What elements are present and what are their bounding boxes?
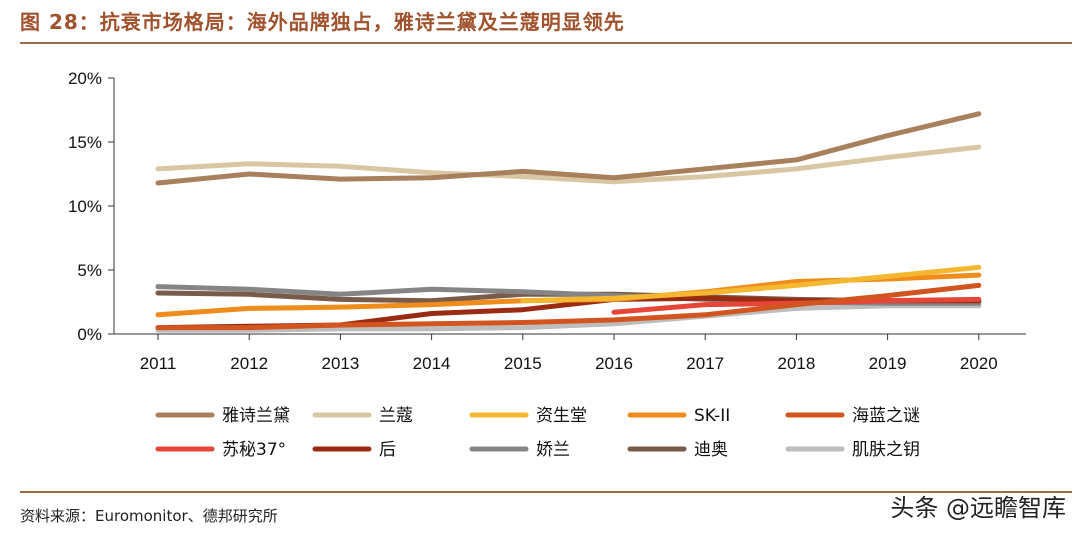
figure-title: 图 28：抗衰市场格局：海外品牌独占，雅诗兰黛及兰蔻明显领先 <box>20 10 625 34</box>
watermark: 头条 @远瞻智库 <box>890 494 1066 522</box>
legend-label: 后 <box>379 440 396 460</box>
series-line-10 <box>155 303 982 333</box>
legend-label: 海蓝之谜 <box>852 406 920 426</box>
x-tick-label: 2011 <box>140 354 177 373</box>
legend-label: 雅诗兰黛 <box>222 406 290 426</box>
x-tick-label: 2013 <box>321 354 359 373</box>
series-line-2 <box>155 144 982 185</box>
x-tick-label: 2019 <box>869 354 907 373</box>
x-tick-label: 2020 <box>960 354 998 373</box>
y-tick-label: 20% <box>68 69 102 88</box>
x-tick-label: 2014 <box>413 354 451 373</box>
series-line-1 <box>155 111 982 186</box>
legend-label: 兰蔻 <box>379 406 413 426</box>
y-tick-label: 15% <box>68 133 102 152</box>
x-tick-label: 2016 <box>595 354 633 373</box>
x-tick-label: 2015 <box>504 354 542 373</box>
series-line-3 <box>520 264 982 304</box>
legend-label: 肌肤之钥 <box>852 440 920 460</box>
legend-label: 娇兰 <box>536 440 570 460</box>
legend-label: SK-II <box>694 406 730 426</box>
y-tick-label: 10% <box>68 197 102 216</box>
line-chart: 0% 5% 10% 15% 20% 2011 2012 2013 2014 2015 2016 201… <box>68 69 1026 460</box>
series-line-5 <box>155 282 982 331</box>
legend-label: 苏秘37° <box>222 440 286 460</box>
source-note: 资料来源：Euromonitor、德邦研究所 <box>20 507 278 525</box>
title-divider <box>20 42 1072 44</box>
footer-divider <box>20 491 1072 493</box>
legend-label: 迪奥 <box>694 440 728 460</box>
x-tick-label: 2018 <box>777 354 815 373</box>
x-tick-label: 2017 <box>686 354 724 373</box>
y-tick-label: 0% <box>77 325 102 344</box>
legend-label: 资生堂 <box>536 406 587 426</box>
x-tick-label: 2012 <box>230 354 268 373</box>
y-tick-label: 5% <box>77 261 102 280</box>
